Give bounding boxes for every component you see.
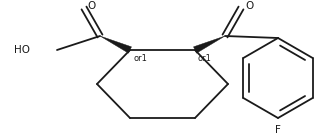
Text: O: O: [245, 1, 253, 11]
Text: O: O: [88, 1, 96, 11]
Polygon shape: [194, 36, 225, 53]
Text: or1: or1: [133, 54, 147, 63]
Text: or1: or1: [198, 54, 212, 63]
Polygon shape: [100, 36, 131, 53]
Text: F: F: [275, 125, 281, 135]
Text: HO: HO: [14, 45, 30, 55]
